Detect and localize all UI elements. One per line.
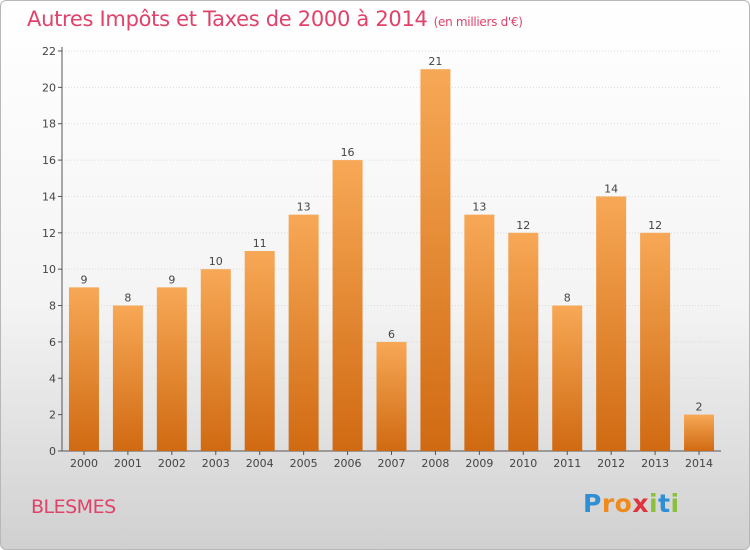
bars — [68, 69, 715, 451]
x-tick-label: 2005 — [290, 457, 318, 470]
value-label-2000: 9 — [80, 273, 87, 286]
y-tick-label: 12 — [42, 227, 56, 240]
x-tick-label: 2002 — [158, 457, 186, 470]
value-label-2014: 2 — [696, 401, 703, 414]
y-tick-label: 2 — [49, 409, 56, 422]
value-label-2006: 16 — [341, 146, 355, 159]
y-tick-label: 10 — [42, 263, 56, 276]
bar-2010 — [508, 232, 539, 451]
chart-title-text: Autres Impôts et Taxes de 2000 à 2014 — [27, 7, 428, 31]
x-tick-label: 2007 — [378, 457, 406, 470]
bar-2002 — [156, 287, 187, 451]
value-label-2004: 11 — [253, 237, 267, 250]
bar-2006 — [332, 160, 363, 451]
x-tick-label: 2011 — [553, 457, 581, 470]
proxiti-logo[interactable]: Proxiti — [583, 489, 680, 518]
bar-2014 — [684, 414, 715, 451]
bar-2004 — [244, 251, 275, 451]
y-tick-label: 18 — [42, 118, 56, 131]
x-tick-label: 2012 — [597, 457, 625, 470]
value-label-2003: 10 — [209, 255, 223, 268]
value-label-2011: 8 — [564, 292, 571, 305]
x-tick-label: 2014 — [685, 457, 713, 470]
y-tick-label: 4 — [49, 372, 56, 385]
value-label-2007: 6 — [388, 328, 395, 341]
bar-2007 — [376, 341, 407, 451]
y-tick-labels: 0 2 4 6 8 10 12 14 16 18 20 22 — [42, 45, 56, 458]
x-tick-label: 2000 — [70, 457, 98, 470]
x-tick-label: 2010 — [509, 457, 537, 470]
chart-title-unit: (en milliers d'€) — [433, 15, 523, 29]
bar-2013 — [640, 232, 671, 451]
value-label-2001: 8 — [124, 292, 131, 305]
y-tick-label: 8 — [49, 300, 56, 313]
x-tick-label: 2004 — [246, 457, 274, 470]
value-label-2009: 13 — [472, 201, 486, 214]
y-tick-label: 14 — [42, 190, 56, 203]
commune-name: BLESMES — [31, 496, 116, 518]
y-tick-label: 16 — [42, 154, 56, 167]
y-tick-label: 20 — [42, 81, 56, 94]
bar-2003 — [200, 269, 231, 451]
value-label-2008: 21 — [428, 55, 442, 68]
bar-2012 — [596, 196, 627, 451]
bar-2001 — [112, 305, 143, 451]
value-label-2002: 9 — [168, 273, 175, 286]
bar-2008 — [420, 69, 451, 451]
value-label-2005: 13 — [297, 201, 311, 214]
x-tick-label: 2006 — [334, 457, 362, 470]
x-tick-labels: 2000 2001 2002 2003 2004 2005 2006 2007 2008 2009… — [70, 457, 713, 470]
x-tick-label: 2009 — [465, 457, 493, 470]
x-tick-label: 2003 — [202, 457, 230, 470]
y-tick-label: 22 — [42, 45, 56, 58]
x-tick-label: 2008 — [421, 457, 449, 470]
bar-2011 — [552, 305, 583, 451]
x-tick-label: 2013 — [641, 457, 669, 470]
value-labels: 9 8 9 10 11 13 16 6 21 13 12 8 14 12 2 — [80, 55, 702, 413]
y-tick-label: 6 — [49, 336, 56, 349]
value-label-2013: 12 — [648, 219, 662, 232]
value-label-2012: 14 — [604, 182, 618, 195]
x-tick-label: 2001 — [114, 457, 142, 470]
value-label-2010: 12 — [516, 219, 530, 232]
bar-2000 — [68, 287, 99, 451]
bar-2005 — [288, 214, 319, 451]
chart-title: Autres Impôts et Taxes de 2000 à 2014 (en… — [27, 7, 523, 31]
y-tick-label: 0 — [49, 445, 56, 458]
bar-2009 — [464, 214, 495, 451]
